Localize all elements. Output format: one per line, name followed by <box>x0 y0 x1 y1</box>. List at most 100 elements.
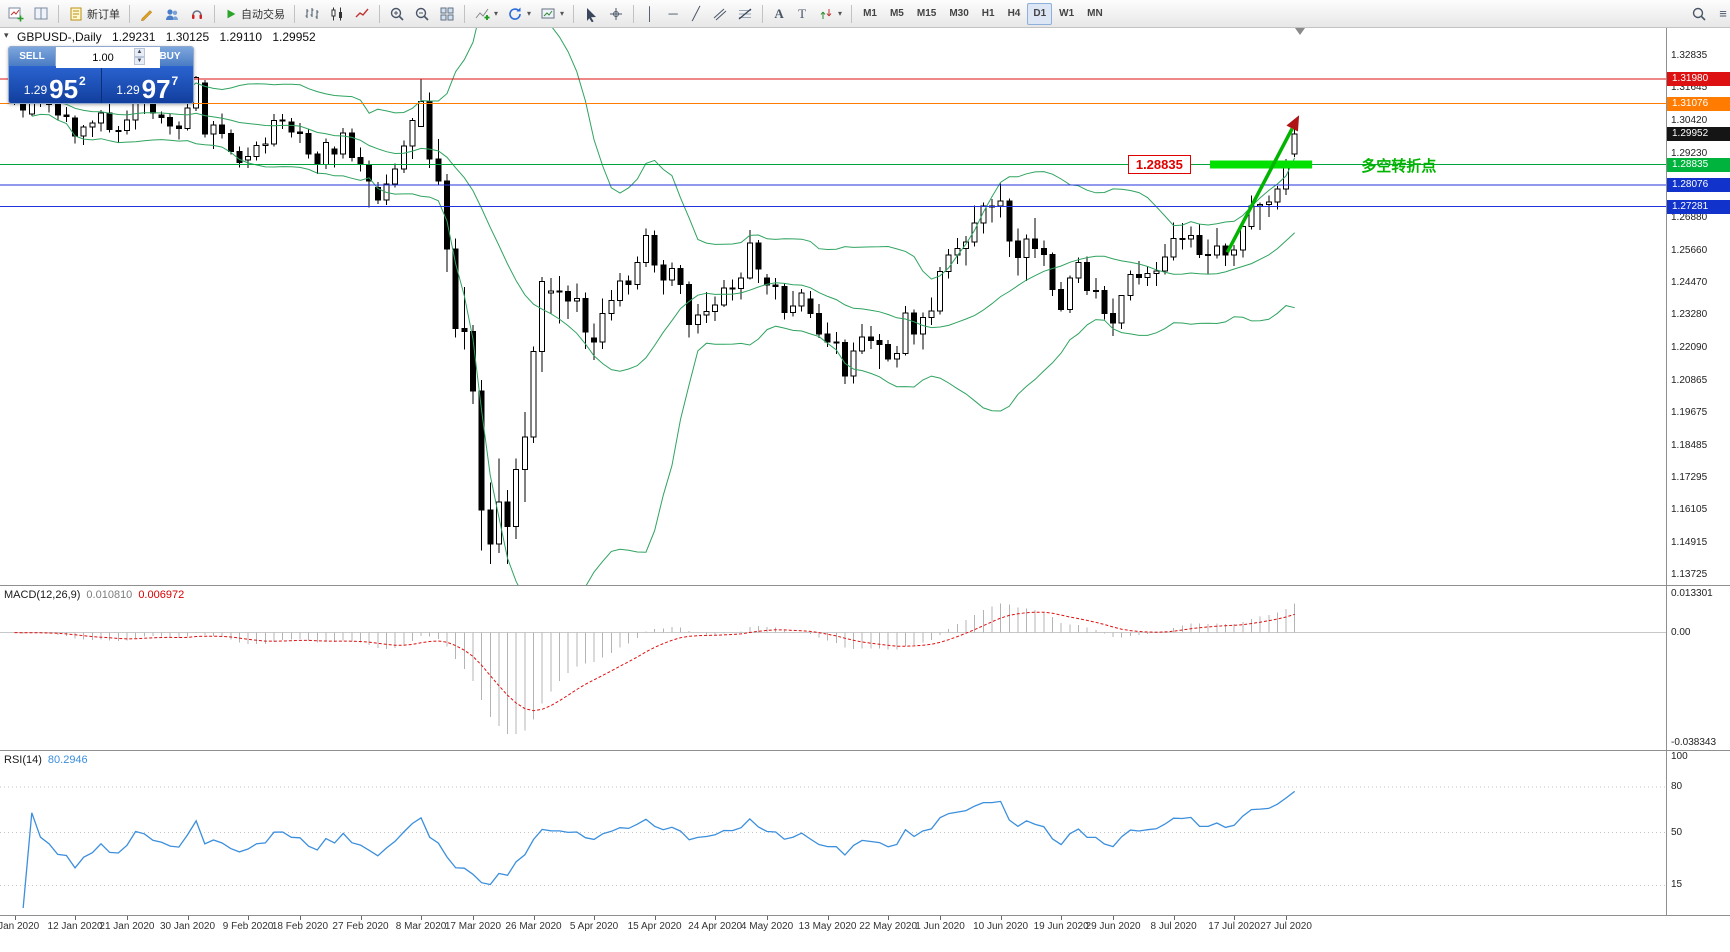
timeframe-button-w1[interactable]: W1 <box>1053 3 1080 25</box>
main-macd-separator[interactable] <box>0 585 1730 586</box>
open-value: 1.29231 <box>112 30 156 44</box>
price-axis-label: 1.19675 <box>1671 407 1708 419</box>
dropdown-caret-icon: ▾ <box>560 9 565 18</box>
rsi-scale-label: 15 <box>1671 879 1683 891</box>
price-axis-label: 1.24470 <box>1671 277 1708 289</box>
toolbar-separator <box>214 4 215 23</box>
candlestick-chart-icon <box>331 7 342 20</box>
timeframe-button-h1[interactable]: H1 <box>976 3 1001 25</box>
time-axis-label: 30 Jan 2020 <box>159 921 216 932</box>
text-icon: A <box>774 6 784 21</box>
equidistant-channel-button[interactable] <box>708 3 732 25</box>
turning-point-note[interactable]: 多空转折点 <box>1361 157 1437 175</box>
text-label-button[interactable]: T <box>791 3 813 25</box>
candles <box>11 61 1298 565</box>
arrow-objects-button[interactable]: ▾ <box>814 3 846 25</box>
macd-signal-value: 0.006972 <box>138 589 185 601</box>
candlestick-chart-button[interactable] <box>325 3 349 25</box>
macd-value: 0.010810 <box>86 589 133 601</box>
zoom-out-icon <box>415 7 429 21</box>
sell-button[interactable]: SELL <box>9 47 55 66</box>
zoom-in-button[interactable] <box>385 3 409 25</box>
new-order-button[interactable]: 新订单 <box>64 3 124 25</box>
text-button[interactable]: A <box>768 3 790 25</box>
quick-menu-button[interactable]: ≡ <box>1712 3 1730 25</box>
metaeditor-button[interactable] <box>135 3 159 25</box>
time-axis-label: 13 May 2020 <box>798 921 857 932</box>
low-value: 1.29110 <box>219 30 263 44</box>
price-axis-label: 1.22090 <box>1671 341 1708 353</box>
search-button[interactable] <box>1687 3 1711 25</box>
timeframe-button-h4[interactable]: H4 <box>1002 3 1027 25</box>
zoom-out-button[interactable] <box>410 3 434 25</box>
toolbar-separator <box>762 4 764 23</box>
bollinger-upper-band <box>31 27 1296 280</box>
time-axis-tick <box>472 916 474 920</box>
price-axis-tag: 1.27281 <box>1667 199 1730 214</box>
dropdown-caret-icon: ▾ <box>838 9 843 18</box>
price-axis-label: 1.13725 <box>1671 568 1708 580</box>
market-icon <box>192 9 202 19</box>
templates-button[interactable]: ▾ <box>536 3 568 25</box>
horizontal-line-button[interactable]: ─ <box>662 3 684 25</box>
timeframe-button-m15[interactable]: M15 <box>911 3 942 25</box>
time-axis-tick <box>767 916 769 920</box>
time-axis-label: 1 Jun 2020 <box>915 921 965 932</box>
bid-price-button[interactable]: 1.29 95 2 <box>9 66 102 103</box>
tile-windows-button[interactable] <box>435 3 459 25</box>
community-button[interactable] <box>160 3 184 25</box>
indicators-button[interactable]: ▾ <box>470 3 502 25</box>
toolbar-separator <box>633 4 635 23</box>
profiles-button[interactable] <box>29 3 53 25</box>
dropdown-caret-icon: ▾ <box>527 9 532 18</box>
time-axis-tick <box>1061 916 1063 920</box>
horizontal-level-lines[interactable] <box>0 78 1666 208</box>
price-axis-label: 1.18485 <box>1671 439 1708 451</box>
timeframe-button-mn[interactable]: MN <box>1081 3 1109 25</box>
turning-point-price-label[interactable]: 1.28835 <box>1127 155 1191 175</box>
toolbar-separator <box>58 4 59 23</box>
new-chart-button[interactable] <box>4 3 28 25</box>
timeframe-button-m30[interactable]: M30 <box>943 3 974 25</box>
volume-down-button[interactable]: ▼ <box>134 56 145 65</box>
autotrading-button[interactable]: 自动交易 <box>220 3 289 25</box>
macd-signal-line <box>14 611 1295 712</box>
macd-rsi-separator[interactable] <box>0 750 1730 751</box>
dropdown-caret-icon: ▾ <box>494 9 499 18</box>
rsi-scale-label: 100 <box>1671 751 1688 762</box>
fibonacci-button[interactable] <box>733 3 757 25</box>
bar-chart-button[interactable] <box>300 3 324 25</box>
market-button[interactable] <box>185 3 209 25</box>
line-chart-button[interactable] <box>350 3 374 25</box>
symbol-period-label: GBPUSD-,Daily <box>17 30 102 44</box>
vertical-line-button[interactable]: │ <box>639 3 661 25</box>
vertical-line-icon: │ <box>645 6 655 21</box>
volume-up-button[interactable]: ▲ <box>134 48 145 57</box>
time-axis-tick <box>827 916 829 920</box>
rsi-timeaxis-separator <box>0 915 1730 916</box>
time-axis-tick <box>75 916 77 920</box>
timeframe-button-m1[interactable]: M1 <box>857 3 883 25</box>
time-axis-label: 8 Mar 2020 <box>395 921 447 932</box>
ask-price-button[interactable]: 1.29 97 7 <box>102 66 194 103</box>
toolbar-separator <box>129 4 130 23</box>
time-axis-label: 9 Feb 2020 <box>222 921 274 932</box>
auto-scroll-button[interactable]: ▾ <box>503 3 535 25</box>
macd-scale-label: -0.038343 <box>1671 736 1717 748</box>
price-axis-label: 1.20865 <box>1671 374 1708 386</box>
time-axis-label: 26 Mar 2020 <box>505 921 562 932</box>
time-axis-tick <box>594 916 596 920</box>
crosshair-button[interactable] <box>604 3 628 25</box>
chart-objects[interactable] <box>1210 115 1313 254</box>
one-click-toggle[interactable]: ▾ <box>4 30 9 40</box>
chart-shift-marker[interactable] <box>1295 28 1305 35</box>
trendline-button[interactable]: ╱ <box>685 3 707 25</box>
timeframe-button-d1[interactable]: D1 <box>1027 2 1053 25</box>
timeframe-button-m5[interactable]: M5 <box>884 3 910 25</box>
cursor-button[interactable] <box>579 3 603 25</box>
time-axis-label: 15 Apr 2020 <box>627 921 682 932</box>
price-axis-tag: 1.28835 <box>1667 157 1730 172</box>
